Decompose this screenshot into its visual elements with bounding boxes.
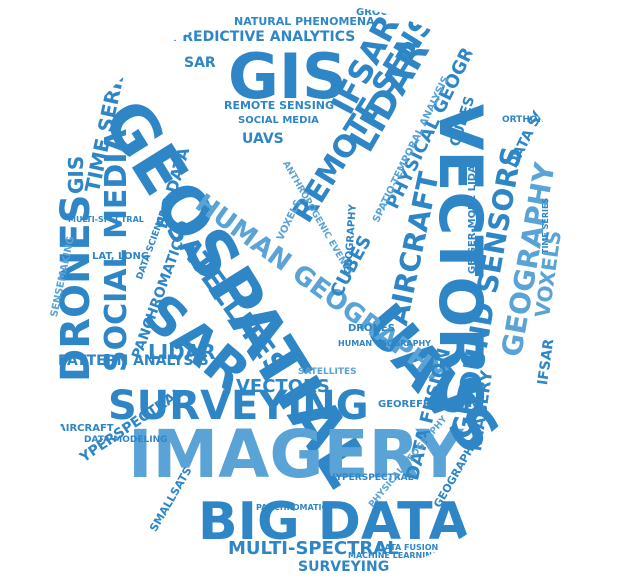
word-data-modeling: DATA MODELING — [84, 435, 168, 445]
word-human-geography-small: HUMAN GEOGRAPHY — [338, 339, 431, 348]
word-geiger-mode-lidar: GEIGER-MODE LIDAR — [467, 157, 478, 274]
word-orthorectification: ORTHORECTIFICATION — [502, 115, 598, 125]
word-machine-learning: MACHINE LEARNING — [348, 551, 439, 560]
word-natural-phenomena: NATURAL PHENOMENA — [234, 15, 375, 28]
word-hyperspectral-small: HYPERSPECTRAL — [328, 473, 414, 483]
word-ground-sensors-small: GROUND SENSORS — [356, 7, 462, 18]
word-lidar-small: LIDAR — [148, 340, 216, 364]
word-gis-small: GIS — [64, 155, 88, 194]
word-georeferencing: GEOREFERENCING — [378, 399, 481, 410]
word-data-fusion-small: DATA FUSION — [378, 543, 439, 552]
word-drones-small: DRONES — [348, 323, 395, 334]
word-aircraft-small: AIRCRAFT — [58, 423, 114, 434]
word-surveying: SURVEYING — [108, 383, 369, 429]
word-time-series-small: TIME SERIES — [541, 197, 550, 254]
word-predictive-analytics: PREDICTIVE ANALYTICS — [172, 29, 356, 45]
word-panchromatic-small: PANCHROMATIC — [256, 503, 328, 512]
word-sar-small: SAR — [184, 55, 216, 71]
word-imagery: IMAGERY — [128, 416, 464, 493]
word-surveying-small: SURVEYING — [298, 559, 390, 575]
word-uavs-small: UAVS — [242, 131, 284, 147]
word-vectors-small: VECTORS — [236, 376, 330, 397]
word-gis: GIS — [228, 40, 347, 113]
word-voxels-small: VOXELS — [275, 198, 305, 243]
word-multi-spectral: MULTI-SPECTRAL — [228, 538, 399, 559]
word-ifsar-small: IFSAR — [535, 337, 558, 387]
word-remote-sensing-small: REMOTE SENSING — [224, 99, 335, 112]
word-big-data: BIG DATA — [198, 492, 469, 552]
word-social-media-small: SOCIAL MEDIA — [238, 115, 319, 126]
word-pattern-analysis: PATTERN ANALYSIS — [58, 353, 209, 369]
word-cloud-disc: GIS GEOSPATIAL VECTORS IMAGERY BIG DATA … — [28, 4, 598, 580]
word-satellites-small: SATELLITES — [298, 367, 357, 377]
word-lat-long: LAT, LONG — [92, 251, 150, 262]
word-multi-spectral-small: MULTI-SPECTRAL — [68, 215, 144, 224]
